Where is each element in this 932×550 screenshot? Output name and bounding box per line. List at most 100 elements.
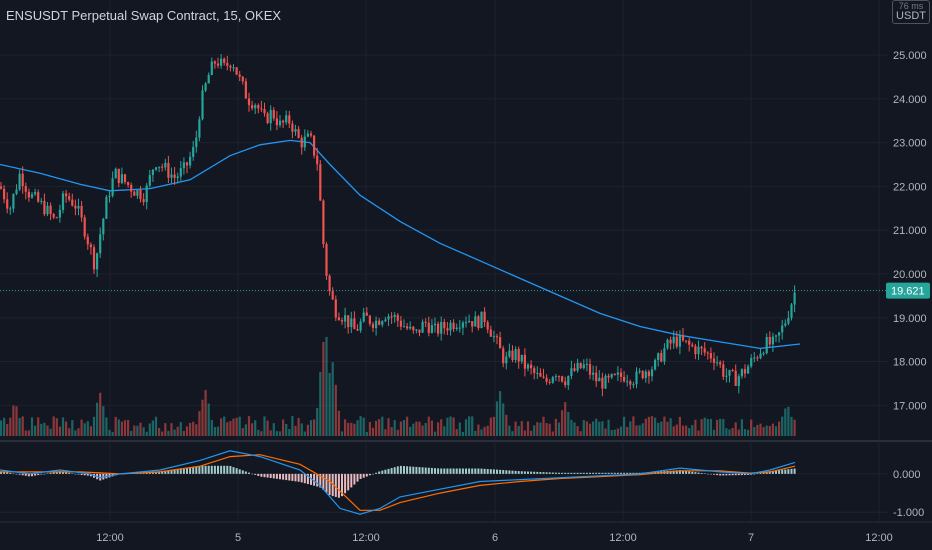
price-axis[interactable]: 25.000 24.000 23.000 22.000 21.000 20.000 19.0…	[893, 50, 927, 412]
candle-body	[759, 353, 762, 359]
volume-bar	[579, 431, 582, 436]
volume-bar	[192, 421, 195, 436]
macd-histogram-bar	[399, 465, 402, 474]
candle-body	[412, 326, 415, 331]
volume-bar	[269, 430, 272, 436]
candle-body	[151, 169, 154, 176]
volume-bar	[564, 402, 567, 436]
currency-button[interactable]: 76 ms USDT	[892, 0, 930, 24]
price-tick-label: 21.000	[893, 225, 927, 237]
volume-bar	[654, 417, 657, 436]
candle-body	[793, 292, 796, 305]
candle-body	[347, 315, 350, 328]
volume-bar	[740, 419, 743, 436]
volume-bar	[660, 421, 663, 436]
volume-bar	[759, 423, 762, 436]
volume-bar	[158, 427, 161, 436]
macd-histogram-bar	[725, 473, 728, 476]
volume-bar	[331, 362, 334, 436]
macd-histogram-bar	[694, 472, 697, 474]
candle-body	[43, 200, 46, 215]
volume-bar	[328, 372, 331, 436]
volume-bar	[570, 419, 573, 436]
volume-bar	[731, 427, 734, 436]
macd-histogram-bar	[607, 472, 610, 474]
macd-histogram-bar	[204, 465, 207, 474]
candle-body	[765, 336, 768, 354]
volume-bar	[306, 424, 309, 436]
candle-body	[282, 120, 285, 123]
candle-body	[551, 377, 554, 383]
volume-bar	[213, 427, 216, 436]
candle-body	[480, 311, 483, 329]
candle-body	[595, 372, 598, 382]
time-tick-label: 12:00	[865, 532, 893, 544]
macd-histogram-bar	[474, 468, 477, 474]
volume-bar	[322, 341, 325, 436]
volume-bar	[204, 389, 207, 436]
macd-histogram-bar	[173, 469, 176, 474]
macd-histogram-bar	[0, 471, 2, 474]
volume-bar	[127, 419, 130, 436]
volume-bar	[102, 406, 105, 436]
volume-bar	[638, 425, 641, 436]
candle-body	[365, 312, 368, 316]
volume-bar	[316, 408, 319, 436]
volume-bar	[712, 429, 716, 436]
volume-bar	[83, 423, 86, 436]
candle-body	[368, 315, 371, 324]
volume-bar	[46, 425, 49, 436]
macd-histogram-bar	[266, 473, 269, 478]
macd-histogram-bar	[458, 468, 461, 474]
candle-body	[539, 372, 542, 377]
macd-histogram-bar	[251, 473, 254, 475]
volume-bar	[495, 401, 499, 436]
volume-bar	[430, 420, 433, 436]
candle-body	[784, 323, 787, 326]
candle-body	[421, 321, 424, 333]
candle-body	[719, 362, 722, 365]
candle-body	[49, 205, 52, 215]
macd-histogram-bar	[762, 472, 765, 474]
volume-bar	[753, 427, 756, 436]
candle-body	[678, 335, 681, 347]
macd-histogram-bar	[731, 473, 734, 476]
volume-bar	[464, 419, 468, 436]
macd-histogram-bar	[378, 471, 381, 474]
macd-histogram-bar	[536, 471, 539, 474]
macd-histogram-bar	[765, 471, 768, 474]
volume-bar	[89, 426, 92, 436]
macd-histogram-bar	[328, 473, 331, 496]
candle-body	[356, 329, 359, 331]
volume-bar	[77, 428, 80, 436]
candle-body	[666, 339, 669, 349]
volume-bar	[756, 424, 759, 436]
volume-bar	[201, 399, 204, 436]
macd-histogram-bar	[691, 471, 694, 474]
volume-bar	[427, 416, 430, 436]
macd-histogram-bar	[616, 472, 619, 474]
macd-histogram-bar	[527, 471, 529, 474]
candle-body	[148, 175, 151, 186]
candle-body	[734, 370, 737, 386]
candle-body	[464, 322, 468, 324]
macd-histogram-bar	[58, 471, 61, 474]
time-axis[interactable]: 12:00 5 12:00 6 12:00 7 12:00	[96, 532, 893, 544]
candle-body	[641, 371, 644, 379]
candle-body	[616, 372, 619, 375]
macd-histogram-bar	[703, 473, 706, 474]
macd-histogram-bar	[161, 470, 164, 474]
volume-bar	[257, 429, 260, 436]
macd-histogram-bar	[740, 473, 743, 476]
macd-histogram-bar	[471, 468, 474, 474]
macd-histogram-bar	[368, 473, 371, 476]
candle-body	[244, 81, 247, 99]
candle-body	[316, 155, 319, 165]
price-tick-label: 24.000	[893, 94, 927, 106]
candle-body	[272, 109, 275, 119]
candle-body	[706, 352, 709, 354]
candle-body	[725, 375, 728, 377]
macd-histogram-bar	[790, 468, 793, 474]
macd-pane[interactable]	[0, 450, 888, 515]
